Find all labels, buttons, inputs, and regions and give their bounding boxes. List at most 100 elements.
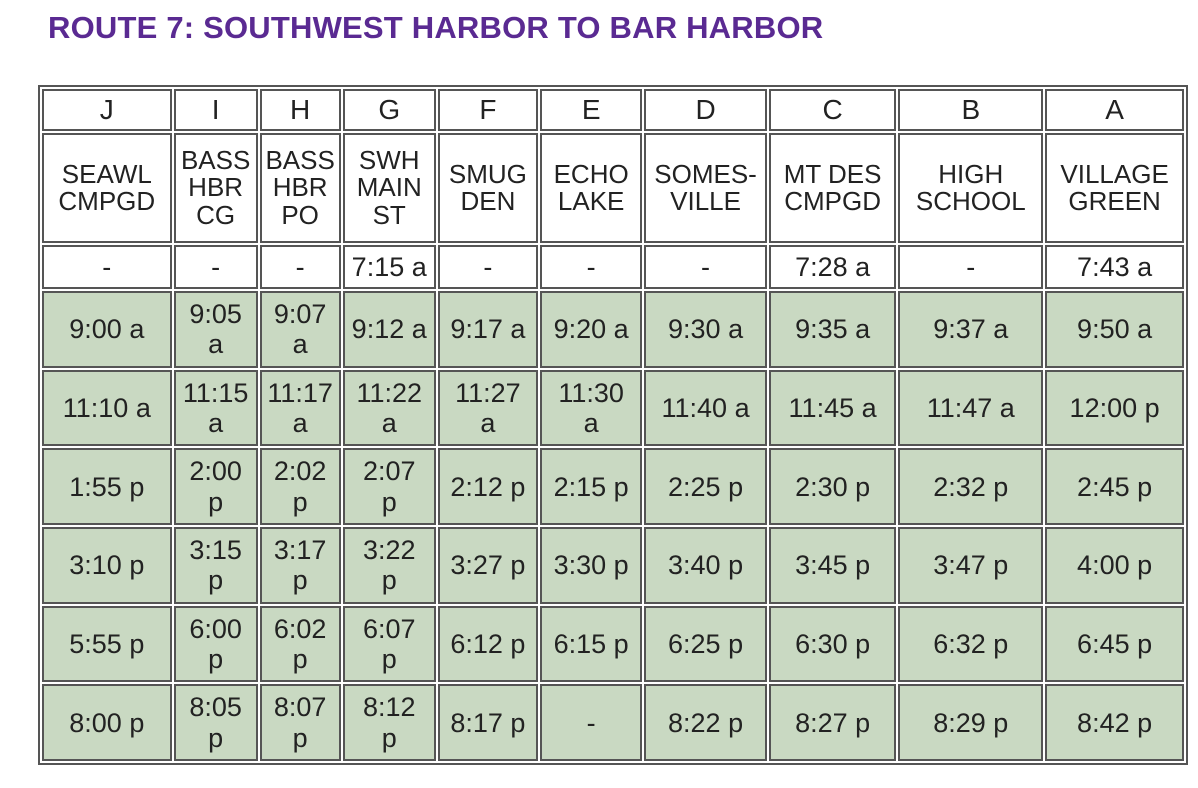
departure-time: - xyxy=(540,245,643,289)
trip-row: 3:10 p 3:15 p 3:17 p 3:22 p 3:27 p 3:30 p 3:40… xyxy=(42,526,1184,604)
departure-time: 8:05 p xyxy=(173,684,258,761)
departure-time: 8:27 p xyxy=(768,684,897,761)
departure-time: 2:02 p xyxy=(259,448,341,525)
trip-row: - - -7:15 a - - -7:28 a -7:43 a xyxy=(42,245,1184,289)
route-title: ROUTE 7: SOUTHWEST HARBOR TO BAR HARBOR xyxy=(48,10,824,45)
departure-time: 6:00 p xyxy=(173,605,258,683)
departure-time: 9:07 a xyxy=(259,291,341,368)
departure-time: 6:30 p xyxy=(768,605,897,683)
departure-time: 2:32 p xyxy=(898,448,1044,525)
stop-letter: B xyxy=(898,89,1044,131)
departure-time: - xyxy=(898,245,1044,289)
departure-time: 6:02 p xyxy=(259,605,341,683)
departure-time: 11:45 a xyxy=(768,369,897,447)
departure-time: 2:07 p xyxy=(342,448,436,525)
departure-time: 6:12 p xyxy=(437,605,539,683)
departure-time: 11:15 a xyxy=(173,369,258,447)
departure-time: 8:42 p xyxy=(1045,684,1184,761)
stop-name: SMUG DEN xyxy=(437,133,539,243)
stop-name: MT DES CMPGD xyxy=(768,133,897,243)
departure-time: 9:30 a xyxy=(644,291,767,368)
departure-time: - xyxy=(259,245,341,289)
trip-row: 5:55 p 6:00 p 6:02 p 6:07 p 6:12 p 6:15 p 6:25… xyxy=(42,605,1184,683)
departure-time: 6:32 p xyxy=(898,605,1044,683)
stop-letter: G xyxy=(342,89,436,131)
departure-time: 11:47 a xyxy=(898,369,1044,447)
departure-time: 2:00 p xyxy=(173,448,258,525)
departure-time: 8:00 p xyxy=(42,684,172,761)
stop-name: SWH MAIN ST xyxy=(342,133,436,243)
table-body: J I H G F E D C B A SEAWL CMPGD BASS HBR CG BASS HBR… xyxy=(42,89,1184,761)
departure-time: 6:25 p xyxy=(644,605,767,683)
stop-name: HIGH SCHOOL xyxy=(898,133,1044,243)
departure-time: 3:30 p xyxy=(540,526,643,604)
departure-time: 8:17 p xyxy=(437,684,539,761)
departure-time: 2:25 p xyxy=(644,448,767,525)
stop-row: SEAWL CMPGD BASS HBR CG BASS HBR PO SWH MAI… xyxy=(42,133,1184,243)
departure-time: - xyxy=(540,684,643,761)
stop-name: ECHO LAKE xyxy=(540,133,643,243)
departure-time: 2:30 p xyxy=(768,448,897,525)
stop-name: BASS HBR CG xyxy=(173,133,258,243)
departure-time: 7:28 a xyxy=(768,245,897,289)
departure-time: 3:17 p xyxy=(259,526,341,604)
trip-row: 1:55 p 2:00 p 2:02 p 2:07 p 2:12 p 2:15 p 2:25… xyxy=(42,448,1184,525)
stop-name: BASS HBR PO xyxy=(259,133,341,243)
departure-time: 3:15 p xyxy=(173,526,258,604)
departure-time: - xyxy=(644,245,767,289)
departure-time: 5:55 p xyxy=(42,605,172,683)
departure-time: 3:22 p xyxy=(342,526,436,604)
stop-letter: C xyxy=(768,89,897,131)
departure-time: 9:50 a xyxy=(1045,291,1184,368)
stop-letter: F xyxy=(437,89,539,131)
stop-letter: H xyxy=(259,89,341,131)
departure-time: 7:15 a xyxy=(342,245,436,289)
departure-time: 9:05 a xyxy=(173,291,258,368)
departure-time: 11:17 a xyxy=(259,369,341,447)
trip-row: 9:00 a 9:05 a 9:07 a 9:12 a 9:17 a 9:20 a 9:30… xyxy=(42,291,1184,368)
departure-time: 2:12 p xyxy=(437,448,539,525)
departure-time: 8:22 p xyxy=(644,684,767,761)
trip-row: 8:00 p 8:05 p 8:07 p 8:12 p 8:17 p -8:22 p 8:2… xyxy=(42,684,1184,761)
departure-time: 9:12 a xyxy=(342,291,436,368)
departure-time: 3:40 p xyxy=(644,526,767,604)
departure-time: 1:55 p xyxy=(42,448,172,525)
departure-time: 6:45 p xyxy=(1045,605,1184,683)
departure-time: 12:00 p xyxy=(1045,369,1184,447)
departure-time: 11:30 a xyxy=(540,369,643,447)
departure-time: 11:40 a xyxy=(644,369,767,447)
departure-time: 3:45 p xyxy=(768,526,897,604)
departure-time: - xyxy=(173,245,258,289)
stop-letter: A xyxy=(1045,89,1184,131)
departure-time: 9:00 a xyxy=(42,291,172,368)
stop-name: VILLAGE GREEN xyxy=(1045,133,1184,243)
departure-time: 3:27 p xyxy=(437,526,539,604)
departure-time: 11:22 a xyxy=(342,369,436,447)
departure-time: 4:00 p xyxy=(1045,526,1184,604)
departure-time: 3:10 p xyxy=(42,526,172,604)
trip-row: 11:10 a 11:15 a 11:17 a 11:22 a 11:27 a 11:30… xyxy=(42,369,1184,447)
departure-time: 6:07 p xyxy=(342,605,436,683)
departure-time: 6:15 p xyxy=(540,605,643,683)
departure-time: 11:10 a xyxy=(42,369,172,447)
departure-time: 9:17 a xyxy=(437,291,539,368)
departure-time: 2:15 p xyxy=(540,448,643,525)
departure-time: 9:35 a xyxy=(768,291,897,368)
stop-name: SOMES- VILLE xyxy=(644,133,767,243)
departure-time: 9:20 a xyxy=(540,291,643,368)
departure-time: 8:12 p xyxy=(342,684,436,761)
departure-time: 2:45 p xyxy=(1045,448,1184,525)
stop-letter: D xyxy=(644,89,767,131)
departure-time: 8:07 p xyxy=(259,684,341,761)
departure-time: 7:43 a xyxy=(1045,245,1184,289)
departure-time: 3:47 p xyxy=(898,526,1044,604)
stop-letter: J xyxy=(42,89,172,131)
stop-letter: E xyxy=(540,89,643,131)
departure-time: - xyxy=(437,245,539,289)
schedule-table: J I H G F E D C B A SEAWL CMPGD BASS HBR CG BASS HBR… xyxy=(38,85,1188,765)
departure-time: 9:37 a xyxy=(898,291,1044,368)
stop-letter: I xyxy=(173,89,258,131)
stop-name: SEAWL CMPGD xyxy=(42,133,172,243)
